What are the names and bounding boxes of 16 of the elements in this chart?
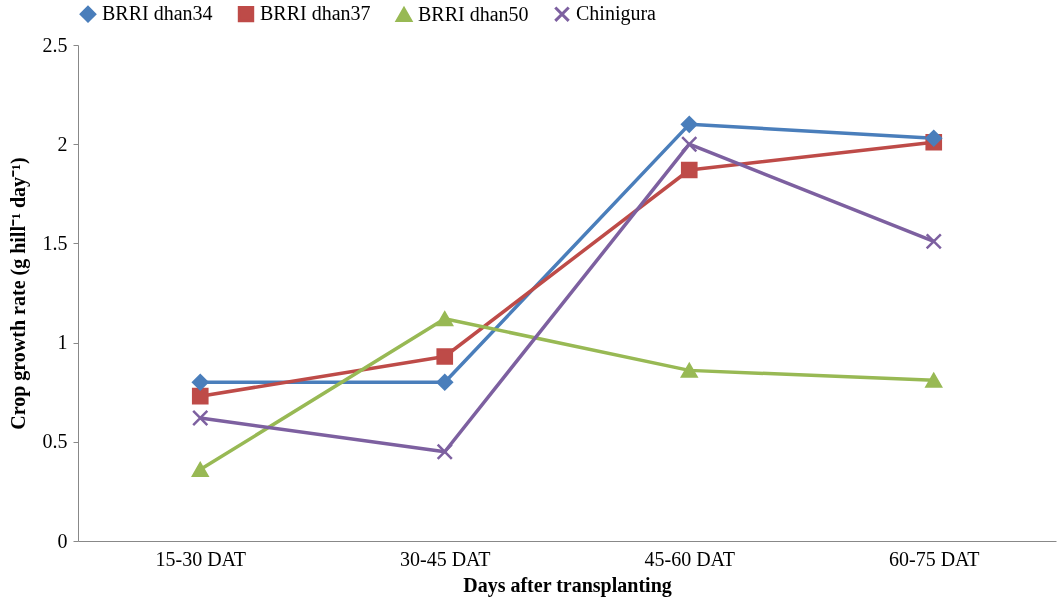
legend-label: BRRI dhan37 [260, 2, 371, 25]
legend-label: Chinigura [576, 2, 657, 26]
y-tick-label: 1.5 [42, 231, 68, 254]
y-tick-label: 2.5 [42, 33, 68, 56]
x-axis-title: Days after transplanting [463, 573, 672, 597]
x-tick-label: 15-30 DAT [155, 547, 247, 570]
y-tick-label: 1 [57, 331, 68, 354]
x-tick-label: 30-45 DAT [399, 547, 491, 570]
y-axis-title: Crop growth rate (g hill⁻¹ day⁻¹) [6, 157, 30, 430]
y-tick-label: 0.5 [42, 430, 68, 453]
legend-label: BRRI dhan34 [102, 2, 213, 25]
x-tick-label: 45-60 DAT [644, 547, 736, 570]
y-tick-label: 0 [57, 529, 68, 552]
y-tick-label: 2 [57, 132, 68, 155]
legend-label: BRRI dhan50 [418, 2, 529, 25]
x-tick-label: 60-75 DAT [888, 547, 980, 570]
